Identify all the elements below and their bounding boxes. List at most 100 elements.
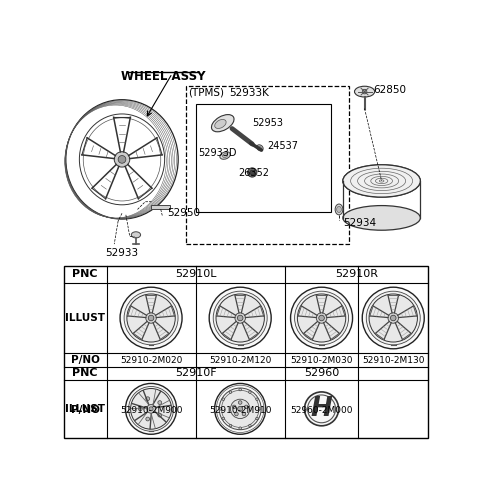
Ellipse shape (220, 152, 230, 159)
Ellipse shape (250, 142, 254, 146)
Circle shape (118, 156, 126, 163)
Circle shape (316, 313, 327, 323)
Circle shape (129, 386, 174, 431)
Text: 52910R: 52910R (335, 269, 378, 279)
Text: 52910-2M120: 52910-2M120 (209, 356, 271, 365)
Ellipse shape (215, 120, 226, 128)
Text: 52910-2M900: 52910-2M900 (120, 406, 182, 415)
Text: WHEEL ASSY: WHEEL ASSY (121, 70, 205, 83)
Circle shape (239, 401, 242, 404)
Circle shape (298, 294, 346, 342)
Circle shape (239, 388, 241, 391)
Text: 62850: 62850 (373, 85, 406, 95)
Ellipse shape (336, 206, 341, 212)
Text: 52910F: 52910F (175, 369, 216, 378)
Text: 52953: 52953 (252, 118, 283, 128)
Circle shape (256, 398, 258, 401)
Text: 52950: 52950 (167, 208, 200, 218)
Circle shape (235, 313, 245, 323)
Ellipse shape (343, 165, 420, 197)
Circle shape (120, 287, 182, 349)
Circle shape (244, 405, 248, 409)
Circle shape (230, 399, 250, 418)
Circle shape (146, 397, 150, 401)
Bar (186, 86, 349, 244)
Circle shape (146, 313, 156, 323)
Circle shape (149, 407, 153, 411)
Circle shape (222, 398, 225, 401)
Circle shape (215, 383, 266, 434)
Circle shape (242, 412, 246, 416)
Ellipse shape (343, 206, 420, 230)
Circle shape (256, 417, 258, 420)
Circle shape (366, 291, 420, 345)
Ellipse shape (259, 147, 261, 149)
Circle shape (124, 291, 178, 345)
Circle shape (229, 391, 232, 393)
Text: 52910-2M910: 52910-2M910 (209, 406, 271, 415)
Circle shape (258, 408, 261, 410)
Ellipse shape (212, 115, 234, 132)
Circle shape (146, 417, 150, 421)
Text: PNC: PNC (72, 269, 98, 279)
Bar (64, 266, 428, 438)
Circle shape (158, 401, 162, 405)
Text: 52933K: 52933K (229, 88, 269, 98)
Circle shape (148, 315, 154, 321)
Circle shape (250, 170, 254, 175)
Text: 52910-2M130: 52910-2M130 (362, 356, 424, 365)
Text: P/NO: P/NO (71, 406, 100, 415)
Circle shape (369, 294, 418, 342)
Text: (TPMS): (TPMS) (188, 88, 224, 98)
Ellipse shape (257, 145, 263, 151)
Circle shape (131, 389, 171, 429)
Text: 52933D: 52933D (198, 148, 237, 158)
Circle shape (232, 405, 236, 409)
Circle shape (114, 152, 130, 167)
Text: 52910-2M030: 52910-2M030 (290, 356, 353, 365)
Circle shape (219, 388, 261, 430)
Circle shape (248, 168, 257, 177)
Circle shape (209, 287, 271, 349)
Text: PNC: PNC (72, 369, 98, 378)
Text: 26352: 26352 (238, 168, 269, 178)
Circle shape (147, 405, 156, 413)
Circle shape (362, 287, 424, 349)
Text: 52960-2M000: 52960-2M000 (290, 406, 353, 415)
Circle shape (229, 424, 232, 427)
Circle shape (238, 315, 243, 321)
Circle shape (249, 391, 251, 393)
Circle shape (304, 392, 338, 426)
Circle shape (221, 390, 259, 427)
Circle shape (125, 383, 177, 434)
Circle shape (213, 291, 267, 345)
Circle shape (239, 427, 241, 429)
Circle shape (158, 413, 162, 417)
Ellipse shape (335, 204, 343, 215)
Text: ILLUST: ILLUST (65, 313, 105, 323)
Text: 52910-2M020: 52910-2M020 (120, 356, 182, 365)
Circle shape (216, 294, 264, 342)
Text: 24537: 24537 (268, 140, 299, 151)
Text: ILLUST: ILLUST (65, 404, 105, 414)
Circle shape (390, 315, 396, 321)
Text: P/NO: P/NO (71, 355, 100, 366)
Text: 52933: 52933 (106, 248, 139, 258)
Circle shape (138, 407, 142, 411)
Ellipse shape (132, 232, 141, 238)
Bar (152, 205, 170, 209)
Text: 52960: 52960 (304, 369, 339, 378)
Circle shape (127, 294, 175, 342)
Circle shape (249, 424, 251, 427)
Circle shape (362, 89, 367, 94)
Circle shape (219, 408, 222, 410)
Text: H: H (311, 396, 333, 422)
Circle shape (319, 315, 324, 321)
Ellipse shape (343, 165, 420, 197)
Circle shape (235, 412, 238, 416)
Circle shape (295, 291, 348, 345)
Text: 52934: 52934 (343, 217, 376, 228)
Circle shape (388, 313, 398, 323)
Ellipse shape (355, 86, 375, 97)
Circle shape (222, 417, 225, 420)
